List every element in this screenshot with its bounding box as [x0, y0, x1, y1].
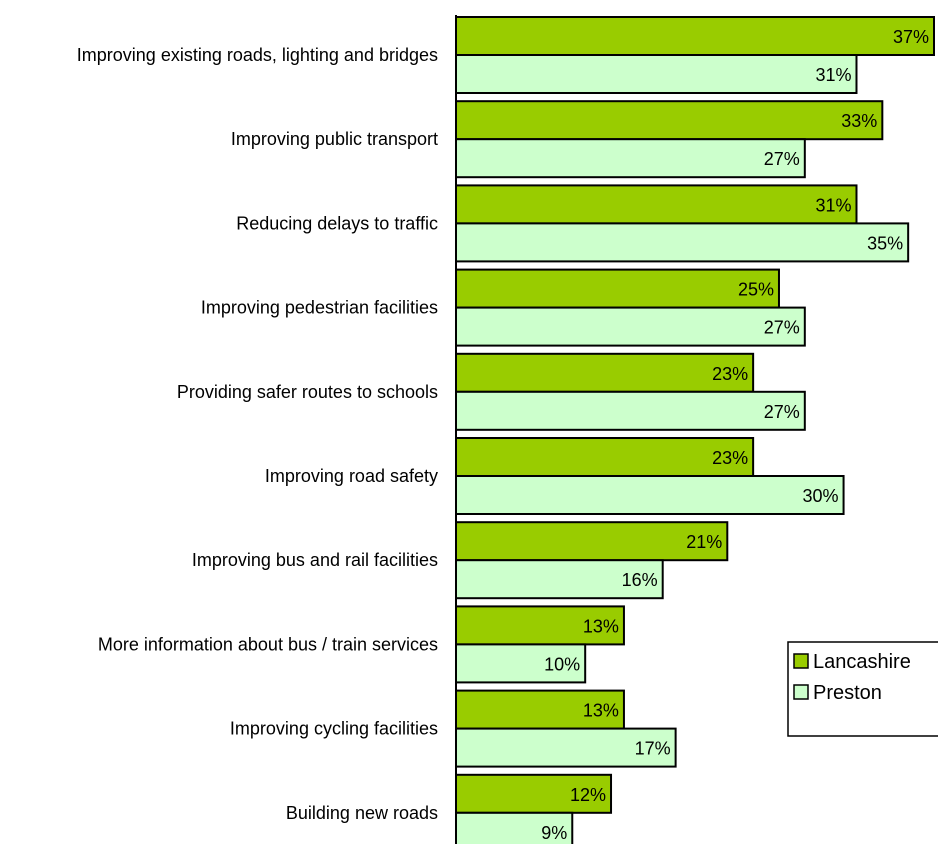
bar-lancashire	[455, 521, 729, 562]
category-label: Building new roads	[286, 803, 438, 823]
bar-preston	[455, 222, 910, 263]
bar-lancashire	[455, 352, 755, 393]
legend-label-lancashire: Lancashire	[813, 651, 911, 673]
bar-preston	[455, 306, 806, 347]
bar-lancashire	[455, 16, 935, 56]
category-label: Improving pedestrian facilities	[201, 298, 438, 318]
category-label: Improving bus and rail facilities	[192, 550, 438, 570]
bar-lancashire	[455, 437, 755, 477]
category-label: Improving public transport	[231, 129, 438, 149]
data-label: 33%	[841, 111, 877, 131]
category-label: Providing safer routes to schools	[177, 382, 438, 402]
data-label: 30%	[803, 486, 839, 506]
bar-lancashire	[455, 773, 613, 814]
data-label: 31%	[815, 195, 851, 215]
plot-area: Improving existing roads, lighting and b…	[77, 15, 935, 844]
bar-preston	[455, 138, 806, 179]
bar-lancashire	[455, 184, 858, 225]
bar-preston	[455, 559, 664, 600]
bar-lancashire	[455, 100, 884, 141]
bar-preston	[455, 475, 845, 515]
data-label: 23%	[712, 364, 748, 384]
data-label: 10%	[544, 654, 580, 674]
data-label: 9%	[541, 823, 567, 843]
data-label: 13%	[583, 616, 619, 636]
category-label: Reducing delays to traffic	[236, 213, 438, 233]
data-label: 21%	[686, 532, 722, 552]
data-label: 13%	[583, 701, 619, 721]
data-label: 27%	[764, 318, 800, 338]
bar-preston	[455, 390, 806, 431]
category-label: More information about bus / train servi…	[98, 634, 438, 654]
data-label: 12%	[570, 785, 606, 805]
legend-label-preston: Preston	[813, 682, 882, 704]
bar-lancashire	[455, 268, 780, 309]
bar-preston	[455, 643, 587, 684]
data-label: 35%	[867, 233, 903, 253]
category-label: Improving road safety	[265, 466, 438, 486]
data-label: 27%	[764, 402, 800, 422]
data-label: 23%	[712, 448, 748, 468]
legend-box	[787, 641, 938, 737]
data-label: 37%	[893, 27, 929, 47]
data-label: 25%	[738, 280, 774, 300]
data-label: 17%	[635, 739, 671, 759]
legend-swatch-preston	[793, 684, 809, 700]
data-label: 16%	[622, 570, 658, 590]
data-label: 31%	[815, 65, 851, 85]
legend: Lancashire Preston	[787, 641, 938, 737]
category-label: Improving existing roads, lighting and b…	[77, 45, 438, 65]
data-label: 27%	[764, 149, 800, 169]
bar-preston	[455, 727, 677, 768]
legend-swatch-lancashire	[793, 653, 809, 669]
category-label: Improving cycling facilities	[230, 719, 438, 739]
bar-preston	[455, 54, 858, 94]
